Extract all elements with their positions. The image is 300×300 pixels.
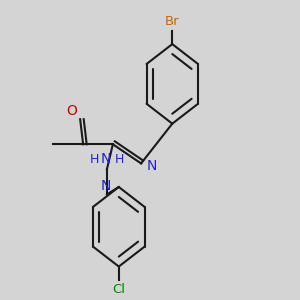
Text: O: O	[66, 104, 77, 118]
Text: H: H	[90, 153, 99, 167]
Text: Cl: Cl	[112, 283, 125, 296]
Text: N: N	[100, 179, 111, 193]
Text: N: N	[100, 152, 111, 167]
Text: N: N	[146, 159, 157, 173]
Text: H: H	[115, 153, 124, 167]
Text: Br: Br	[165, 15, 180, 28]
